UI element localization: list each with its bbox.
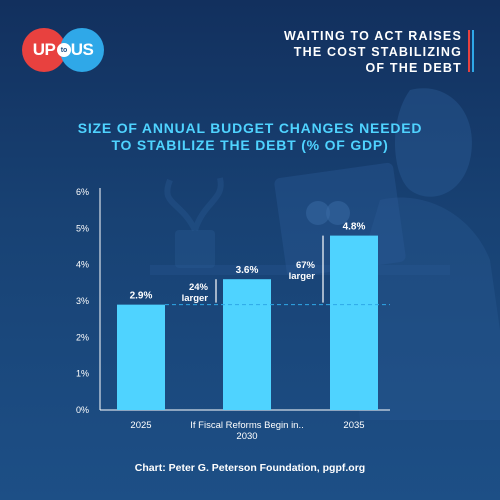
y-tick-label: 5% bbox=[76, 223, 89, 233]
y-tick-label: 6% bbox=[76, 187, 89, 197]
bar bbox=[330, 235, 378, 410]
accent-bar-red bbox=[468, 30, 470, 72]
y-tick-label: 1% bbox=[76, 369, 89, 379]
source-credit: Chart: Peter G. Peterson Foundation, pgp… bbox=[134, 462, 366, 474]
y-tick-label: 0% bbox=[76, 405, 89, 415]
difference-annotation: 24% bbox=[189, 282, 209, 293]
difference-annotation: larger bbox=[289, 271, 316, 282]
bar-value-label: 2.9% bbox=[130, 291, 153, 302]
plant-pot-shape bbox=[175, 230, 215, 268]
category-label: 2030 bbox=[236, 431, 257, 442]
person-body bbox=[350, 197, 500, 420]
headline-accent-bars bbox=[468, 30, 474, 72]
bar bbox=[117, 304, 165, 410]
headline-line-1: WAITING TO ACT RAISES bbox=[284, 29, 462, 43]
up-to-us-logo: UP US to bbox=[22, 28, 104, 72]
difference-annotation: larger bbox=[182, 293, 209, 304]
bar-value-label: 3.6% bbox=[236, 265, 259, 276]
bar-value-label: 4.8% bbox=[343, 222, 366, 233]
person-silhouette bbox=[394, 88, 472, 197]
accent-bar-blue bbox=[472, 30, 474, 72]
headline: WAITING TO ACT RAISES THE COST STABILIZI… bbox=[222, 28, 462, 76]
bar bbox=[223, 279, 271, 410]
y-tick-label: 3% bbox=[76, 296, 89, 306]
headline-line-3: OF THE DEBT bbox=[365, 61, 462, 75]
y-tick-label: 4% bbox=[76, 260, 89, 270]
logo-to: to bbox=[57, 43, 71, 57]
desk-shape bbox=[150, 265, 450, 275]
laptop-logo-shape bbox=[306, 201, 330, 225]
category-label: 2035 bbox=[343, 420, 364, 431]
category-label: 2025 bbox=[130, 420, 151, 431]
headline-line-2: THE COST STABILIZING bbox=[293, 45, 462, 59]
difference-annotation: 67% bbox=[296, 260, 316, 271]
chart-title-line-2: TO STABILIZE THE DEBT (% OF GDP) bbox=[111, 137, 389, 153]
y-tick-label: 2% bbox=[76, 332, 89, 342]
chart-title: SIZE OF ANNUAL BUDGET CHANGES NEEDED TO … bbox=[40, 120, 460, 154]
chart-title-line-1: SIZE OF ANNUAL BUDGET CHANGES NEEDED bbox=[77, 120, 423, 136]
category-label: If Fiscal Reforms Begin in.. bbox=[190, 420, 304, 431]
